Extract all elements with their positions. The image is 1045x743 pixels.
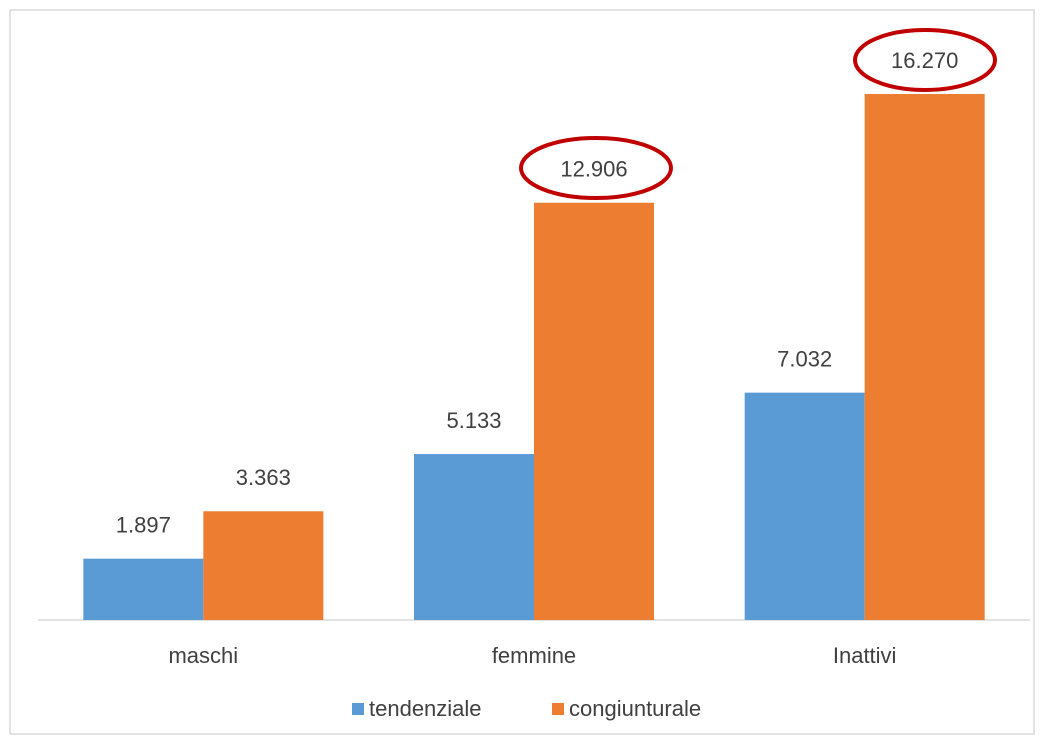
highlight-ellipse (519, 136, 673, 200)
value-label: 16.270 (891, 48, 958, 73)
bar (744, 392, 865, 620)
legend-label: congiunturale (569, 696, 701, 721)
value-label: 3.363 (236, 465, 291, 490)
bar (83, 558, 204, 620)
legend-swatch (552, 703, 564, 715)
x-tick-label: maschi (168, 643, 238, 668)
bar (534, 202, 654, 620)
value-label: 5.133 (446, 408, 501, 433)
bar (414, 454, 534, 620)
value-label: 12.906 (560, 157, 627, 182)
highlight-ellipse (853, 28, 997, 92)
bar (864, 93, 985, 620)
x-tick-label: Inattivi (833, 643, 897, 668)
value-label: 7.032 (777, 346, 832, 371)
legend-swatch (352, 703, 364, 715)
x-tick-label: femmine (492, 643, 576, 668)
legend-label: tendenziale (369, 696, 482, 721)
bar (203, 511, 324, 620)
value-label: 1.897 (116, 512, 171, 537)
